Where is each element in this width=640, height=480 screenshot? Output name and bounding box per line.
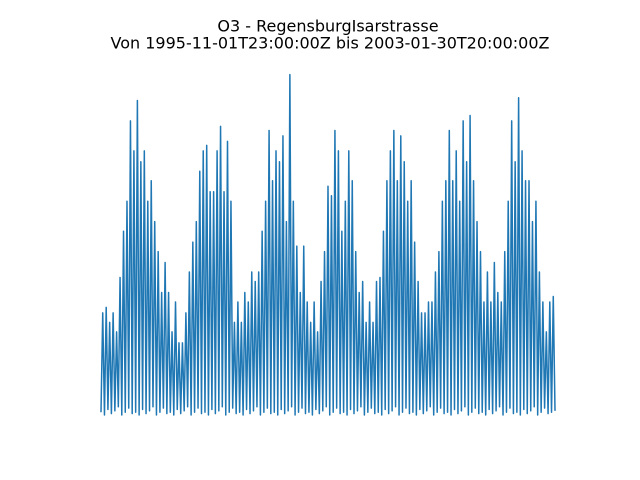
chart-subtitle: Von 1995-11-01T23:00:00Z bis 2003-01-30T…	[111, 34, 550, 53]
chart-title: O3 - RegensburgIsarstrasse	[217, 17, 438, 36]
data-line	[100, 73, 556, 416]
